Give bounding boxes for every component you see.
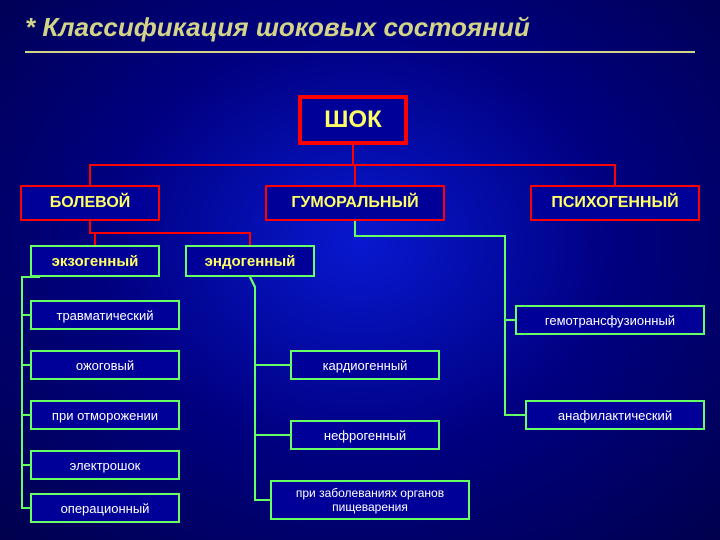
edge-cat2-l31 <box>355 221 515 320</box>
node-cat2: ГУМОРАЛЬНЫЙ <box>265 185 445 221</box>
page-title: * Классификация шоковых состояний <box>25 12 695 53</box>
node-sub1: экзогенный <box>30 245 160 277</box>
edge-cat1-sub1 <box>90 221 95 245</box>
node-l21: кардиогенный <box>290 350 440 380</box>
node-l12: ожоговый <box>30 350 180 380</box>
edge-sub2-l21 <box>250 277 290 365</box>
edge-cat1-sub2 <box>90 221 250 245</box>
edge-sub2-l23 <box>250 277 270 500</box>
node-root: ШОК <box>298 95 408 145</box>
node-l23: при заболеваниях органов пищеварения <box>270 480 470 520</box>
node-l14: электрошок <box>30 450 180 480</box>
node-l11: травматический <box>30 300 180 330</box>
edge-root-cat3 <box>353 145 615 185</box>
node-l13: при отморожении <box>30 400 180 430</box>
node-l31: гемотрансфузионный <box>515 305 705 335</box>
edge-root-cat1 <box>90 145 353 185</box>
node-l22: нефрогенный <box>290 420 440 450</box>
edge-sub2-l22 <box>250 277 290 435</box>
node-l32: анафилактический <box>525 400 705 430</box>
edge-root-cat2 <box>353 145 355 185</box>
edge-cat2-l32 <box>355 221 525 415</box>
node-cat3: ПСИХОГЕННЫЙ <box>530 185 700 221</box>
node-l15: операционный <box>30 493 180 523</box>
edge-sub1-l13 <box>22 277 40 415</box>
node-sub2: эндогенный <box>185 245 315 277</box>
node-cat1: БОЛЕВОЙ <box>20 185 160 221</box>
